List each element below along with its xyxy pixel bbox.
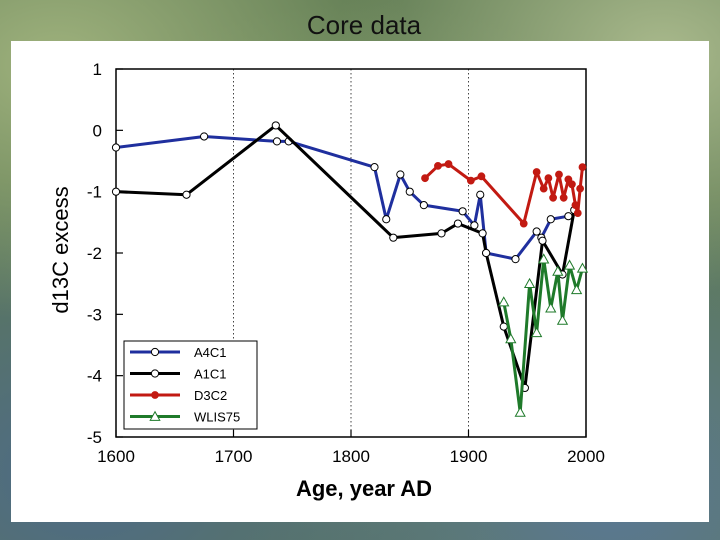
y-tick-label: -2 [87,244,102,263]
data-point [556,314,569,325]
x-tick-label: 1900 [450,447,488,466]
y-tick-label: -4 [87,367,102,386]
legend-swatch-marker [150,347,160,357]
data-point [576,262,589,273]
data-point [573,209,582,218]
data-point [466,176,475,185]
data-point [511,255,520,264]
legend-swatch-marker [149,410,161,421]
data-point [555,170,563,179]
x-axis-title: Age, year AD [296,476,432,501]
data-point [514,406,526,417]
x-tick-label: 2000 [567,447,605,466]
data-point [552,265,564,276]
data-point [563,259,576,270]
data-point [421,174,429,183]
legend-label: D3C2 [194,388,227,403]
data-point [482,248,491,258]
data-point [419,201,428,210]
data-point [532,168,541,176]
data-point [271,121,280,130]
data-point [453,219,463,228]
y-tick-label: 0 [93,121,102,140]
data-point [477,172,486,181]
data-point [389,233,398,242]
data-point [568,180,576,189]
data-point [444,160,453,168]
data-point [544,174,553,183]
data-point [531,326,543,338]
legend-swatch-marker [150,369,160,378]
data-point [546,215,555,224]
data-point [549,193,557,202]
x-tick-label: 1800 [332,447,370,466]
legend-label: A1C1 [194,367,227,382]
data-point [539,184,548,193]
legend: A4C1 A1C1 D3C2 WLIS75 [123,340,258,430]
chart-panel [11,41,709,522]
data-point [498,296,510,307]
legend-label: A4C1 [194,345,227,360]
data-point [532,227,541,236]
y-tick-label: -5 [87,428,102,447]
y-tick-label: -1 [87,183,102,202]
data-point [499,322,508,331]
series-wlis75 [498,253,589,417]
data-point [405,187,414,196]
data-point [523,277,536,289]
data-point [458,207,467,216]
data-point [396,170,405,179]
legend-label: WLIS75 [194,410,240,425]
data-point [564,212,573,221]
data-point [182,190,191,199]
series-a1c1 [111,121,579,393]
x-tick-label: 1700 [215,447,253,466]
y-tick-label: -3 [87,305,102,324]
series-d3c2 [421,160,587,228]
data-point [545,302,557,313]
series-a4c1 [111,132,573,264]
data-point [434,162,442,170]
data-point [437,229,446,238]
data-point [382,215,391,224]
legend-swatch-marker [151,391,159,399]
data-point [370,163,379,172]
slide-title: Core data [306,10,422,40]
data-point [538,253,550,264]
series [111,121,589,417]
axis-ticks: 1600 1700 1800 1900 2000 1 0 -1 -2 -3 -4 -5 [87,60,605,466]
data-point [571,201,580,210]
data-point [476,190,485,199]
data-point [505,333,517,344]
data-point [576,184,585,193]
data-point [559,193,568,202]
data-point [272,137,282,146]
data-point [538,236,547,245]
data-point [578,163,587,172]
data-point [200,132,209,141]
x-tick-label: 1600 [97,447,135,466]
y-axis-title: d13C excess [48,186,73,313]
data-point [111,187,121,196]
data-point [111,143,121,152]
data-point [570,283,583,295]
legend-box [123,340,258,430]
y-tick-label: 1 [93,60,102,79]
grid [233,69,469,437]
data-point [519,219,528,228]
series-line [502,257,584,414]
data-point [478,229,487,238]
